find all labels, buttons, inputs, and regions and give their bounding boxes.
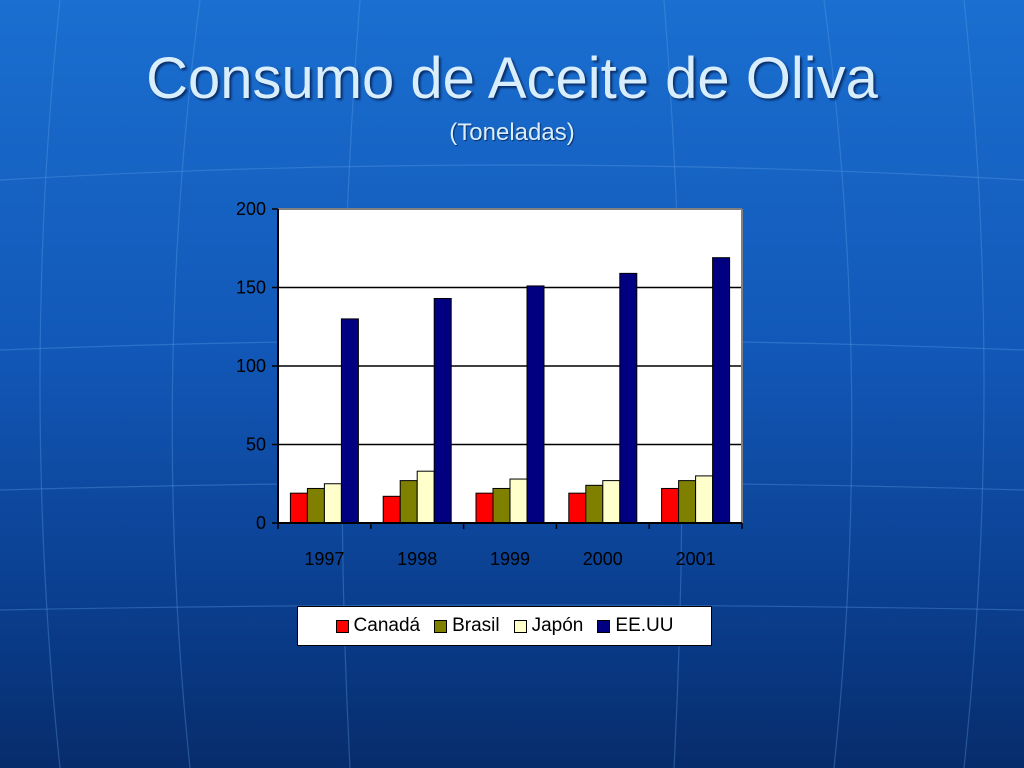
axes xyxy=(272,208,743,529)
bar-EE.UU-2000 xyxy=(619,272,638,524)
legend-item: Japón xyxy=(513,615,584,637)
bar-EE.UU-1998 xyxy=(433,297,452,524)
bar-Japón-2001 xyxy=(695,475,714,524)
legend-label: Canadá xyxy=(353,615,421,636)
bar-Brasil-1997 xyxy=(306,487,325,524)
legend-item: Brasil xyxy=(434,615,500,637)
bar-Brasil-1998 xyxy=(399,480,418,524)
y-tick-labels: 0 50 100 150 200 xyxy=(236,199,266,533)
legend-label: Brasil xyxy=(452,615,500,636)
x-tick-label: 2001 xyxy=(676,549,716,569)
legend-label: Japón xyxy=(531,615,584,636)
y-tick-label: 150 xyxy=(236,278,266,298)
bar-Brasil-2001 xyxy=(678,480,697,524)
x-tick-label: 1999 xyxy=(490,549,530,569)
bar-Canadá-2001 xyxy=(661,487,680,524)
slide-subtitle: (Toneladas) xyxy=(449,119,575,146)
x-tick-label: 1997 xyxy=(304,549,344,569)
bar-Canadá-1998 xyxy=(382,495,401,524)
legend-swatch xyxy=(513,619,527,633)
legend-item: EE.UU xyxy=(597,615,673,637)
legend-item: Canadá xyxy=(335,615,421,637)
x-tick-label: 1998 xyxy=(397,549,437,569)
y-tick-label: 200 xyxy=(236,199,266,219)
bar-Canadá-1999 xyxy=(475,492,494,524)
bars xyxy=(289,257,731,524)
bar-Canadá-1997 xyxy=(289,492,308,524)
y-tick-label: 100 xyxy=(236,356,266,376)
legend-swatch xyxy=(335,619,349,633)
legend-swatch xyxy=(597,619,611,633)
bar-Canadá-2000 xyxy=(568,492,587,524)
bar-Japón-1997 xyxy=(323,483,342,524)
bar-EE.UU-1997 xyxy=(340,318,359,524)
bar-Brasil-1999 xyxy=(492,487,511,524)
x-tick-labels: 1997 1998 1999 2000 2001 xyxy=(304,549,715,569)
bar-Japón-2000 xyxy=(602,480,621,524)
x-tick-label: 2000 xyxy=(583,549,623,569)
bar-EE.UU-1999 xyxy=(526,285,545,524)
chart-legend: Canadá Brasil Japón EE.UU xyxy=(297,606,712,646)
y-tick-label: 0 xyxy=(256,513,266,533)
bar-Japón-1998 xyxy=(416,470,435,524)
bar-Brasil-2000 xyxy=(585,484,604,524)
legend-label: EE.UU xyxy=(615,615,674,636)
bar-EE.UU-2001 xyxy=(712,257,731,524)
y-tick-label: 50 xyxy=(246,435,266,455)
slide-title: Consumo de Aceite de Oliva xyxy=(146,46,878,111)
legend-swatch xyxy=(434,619,448,633)
bar-Japón-1999 xyxy=(509,478,528,524)
